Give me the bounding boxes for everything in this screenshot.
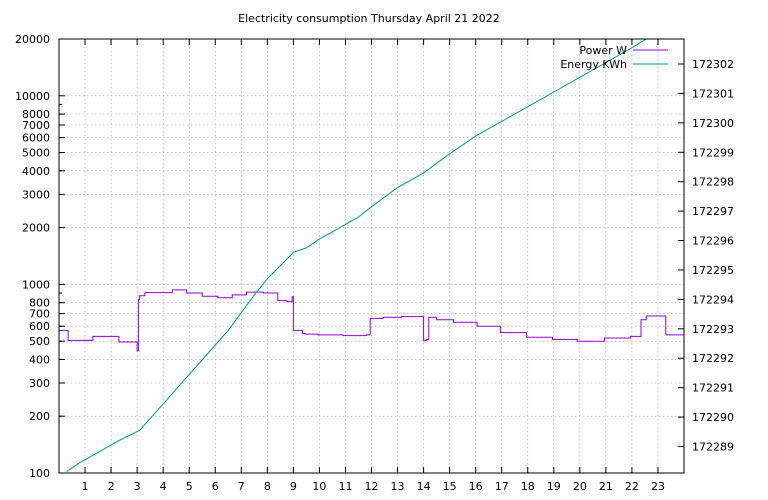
x-tick-label: 6 bbox=[212, 480, 219, 493]
x-tick-label: 2 bbox=[108, 480, 115, 493]
y-right-tick-label: 172302 bbox=[692, 58, 734, 71]
y-right-tick-label: 172289 bbox=[692, 441, 734, 454]
x-tick-label: 7 bbox=[238, 480, 245, 493]
x-tick-label: 11 bbox=[338, 480, 352, 493]
y-right-tick-label: 172296 bbox=[692, 235, 734, 248]
y-axis-right-tick-labels: 172289 172290 172291 172292 172293 172294 1722… bbox=[692, 58, 734, 454]
x-tick-label: 21 bbox=[599, 480, 613, 493]
x-tick-label: 3 bbox=[134, 480, 141, 493]
y-right-tick-label: 172300 bbox=[692, 117, 734, 130]
x-tick-label: 12 bbox=[365, 480, 379, 493]
chart-title: Electricity consumption Thursday April 2… bbox=[238, 12, 500, 25]
x-axis-tick-labels: 1 2 3 4 5 6 7 8 9 10 11 12 13 14 15 16 17 18 19 20 21 22 23 bbox=[82, 480, 665, 493]
y-left-tick-label: 100 bbox=[29, 467, 50, 480]
y-right-tick-label: 172298 bbox=[692, 176, 734, 189]
y-right-tick-label: 172297 bbox=[692, 205, 734, 218]
series-line-power-w bbox=[59, 289, 684, 352]
y-right-tick-label: 172291 bbox=[692, 382, 734, 395]
y-right-tick-label: 172290 bbox=[692, 411, 734, 424]
y-left-tick-label: 200 bbox=[29, 410, 50, 423]
x-tick-label: 5 bbox=[186, 480, 193, 493]
x-tick-label: 17 bbox=[495, 480, 509, 493]
grid-lines bbox=[59, 39, 684, 473]
y-left-tick-label: 300 bbox=[29, 377, 50, 390]
x-tick-label: 4 bbox=[160, 480, 167, 493]
legend-entry-label: Power W bbox=[579, 44, 627, 57]
x-tick-label: 1 bbox=[82, 480, 89, 493]
y-left-tick-label: 6000 bbox=[22, 132, 50, 145]
y-left-tick-label: 10000 bbox=[15, 90, 50, 103]
x-tick-label: 10 bbox=[312, 480, 326, 493]
y-left-tick-label: 4000 bbox=[22, 165, 50, 178]
x-tick-label: 16 bbox=[469, 480, 483, 493]
x-tick-label: 22 bbox=[625, 480, 639, 493]
x-tick-label: 13 bbox=[391, 480, 405, 493]
series-line-energy-kwh bbox=[66, 39, 648, 472]
x-tick-label: 14 bbox=[417, 480, 431, 493]
x-tick-label: 20 bbox=[573, 480, 587, 493]
y-right-tick-label: 172292 bbox=[692, 352, 734, 365]
y-left-tick-label: 600 bbox=[29, 320, 50, 333]
y-right-tick-label: 172301 bbox=[692, 87, 734, 100]
y-left-tick-label: 2000 bbox=[22, 222, 50, 235]
y-left-tick-label: 700 bbox=[29, 308, 50, 321]
x-tick-label: 15 bbox=[443, 480, 457, 493]
y-left-tick-label: 500 bbox=[29, 335, 50, 348]
x-tick-label: 19 bbox=[547, 480, 561, 493]
y-left-tick-label: 1000 bbox=[22, 278, 50, 291]
x-tick-label: 8 bbox=[264, 480, 271, 493]
x-tick-label: 23 bbox=[651, 480, 665, 493]
x-tick-label: 18 bbox=[521, 480, 535, 493]
y-right-tick-label: 172294 bbox=[692, 293, 734, 306]
y-right-tick-label: 172299 bbox=[692, 146, 734, 159]
axis-ticks bbox=[59, 38, 684, 474]
y-left-tick-label: 7000 bbox=[22, 119, 50, 132]
y-right-tick-label: 172293 bbox=[692, 323, 734, 336]
plot-series bbox=[59, 39, 684, 472]
y-left-tick-label: 3000 bbox=[22, 188, 50, 201]
y-right-tick-label: 172295 bbox=[692, 264, 734, 277]
y-left-tick-label: 20000 bbox=[15, 33, 50, 46]
y-left-tick-label: 800 bbox=[29, 297, 50, 310]
y-left-tick-label: 8000 bbox=[22, 108, 50, 121]
y-left-tick-label: 5000 bbox=[22, 147, 50, 160]
y-left-tick-label: 400 bbox=[29, 353, 50, 366]
legend-entry-label: Energy KWh bbox=[560, 58, 627, 71]
x-tick-label: 9 bbox=[290, 480, 297, 493]
